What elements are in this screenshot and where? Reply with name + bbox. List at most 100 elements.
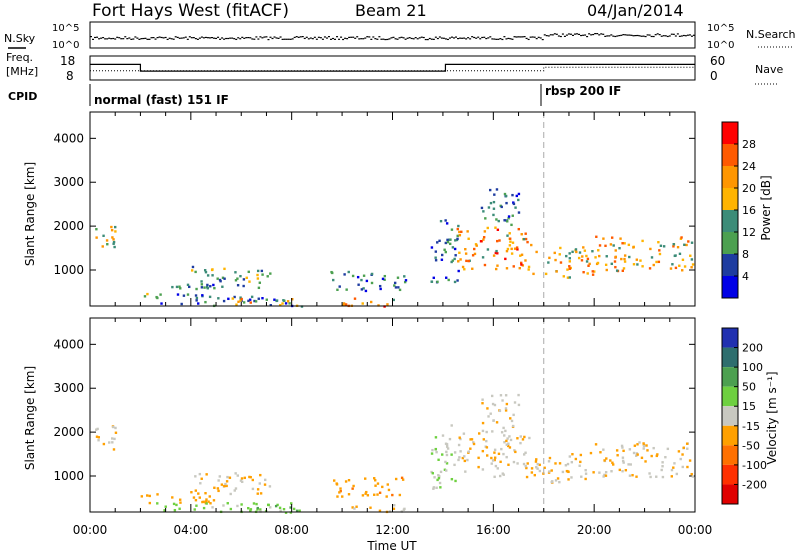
scatter-cell bbox=[209, 285, 212, 288]
scatter-cell bbox=[457, 269, 460, 273]
nsky-sample bbox=[265, 36, 268, 38]
scatter-cell bbox=[571, 250, 574, 254]
scatter-cell bbox=[156, 502, 159, 505]
scatter-cell bbox=[347, 493, 351, 496]
scatter-cell bbox=[451, 259, 455, 262]
scatter-cell bbox=[517, 403, 521, 407]
nave-line bbox=[90, 66, 695, 72]
scatter-cell bbox=[524, 237, 528, 241]
nsky-sample bbox=[440, 37, 443, 39]
scatter-cell bbox=[338, 285, 341, 288]
nsky-sample bbox=[323, 36, 326, 38]
scatter-cell bbox=[469, 438, 472, 441]
nsky-sample bbox=[321, 38, 324, 40]
scatter-cell bbox=[470, 438, 474, 441]
scatter-cell bbox=[517, 393, 520, 397]
scatter-cell bbox=[467, 259, 470, 263]
nsky-sample bbox=[152, 37, 155, 39]
scatter-cell bbox=[609, 459, 612, 462]
nsky-sample bbox=[503, 36, 506, 38]
nsky-sample bbox=[444, 38, 447, 40]
nsky-sample bbox=[596, 33, 599, 35]
nsky-sample bbox=[434, 36, 437, 38]
nsky-sample bbox=[301, 36, 304, 38]
scatter-cell bbox=[291, 298, 294, 301]
scatter-cell bbox=[499, 460, 502, 464]
scatter-cell bbox=[112, 238, 115, 241]
scatter-cell bbox=[398, 493, 402, 497]
scatter-cell bbox=[369, 506, 372, 509]
nsky-sample bbox=[668, 35, 671, 37]
scatter-cell bbox=[290, 502, 293, 505]
nsky-sample bbox=[184, 36, 187, 38]
scatter-cell bbox=[194, 294, 198, 297]
scatter-cell bbox=[234, 472, 237, 475]
nsky-sample bbox=[259, 36, 262, 38]
scatter-cell bbox=[188, 285, 191, 289]
scatter-cell bbox=[641, 265, 644, 268]
scatter-cell bbox=[453, 280, 457, 284]
scatter-cell bbox=[330, 270, 333, 274]
nsky-sample bbox=[319, 37, 322, 39]
nsky-sample bbox=[618, 34, 621, 37]
nsky-sample bbox=[233, 38, 236, 40]
nsky-sample bbox=[410, 37, 413, 40]
nsky-sample bbox=[243, 37, 246, 39]
scatter-cell bbox=[614, 249, 617, 252]
nsky-sample bbox=[638, 35, 641, 37]
scatter-cell bbox=[209, 502, 212, 505]
velocity-frame bbox=[89, 317, 696, 513]
colorbar-segment bbox=[722, 464, 738, 485]
scatter-cell bbox=[268, 485, 272, 488]
nsky-sample bbox=[442, 37, 445, 39]
scatter-cell bbox=[95, 227, 98, 231]
scatter-cell bbox=[487, 415, 490, 418]
nsky-sample bbox=[132, 38, 135, 40]
scatter-cell bbox=[591, 273, 595, 276]
scatter-cell bbox=[203, 269, 207, 272]
colorbar-segment bbox=[722, 276, 738, 298]
scatter-cell bbox=[256, 273, 259, 277]
scatter-cell bbox=[365, 279, 369, 283]
nsky-sample bbox=[529, 36, 532, 38]
scatter-cell bbox=[635, 258, 639, 261]
nsky-sample bbox=[670, 33, 673, 35]
nsky-sample bbox=[178, 37, 181, 39]
nsky-sample bbox=[394, 38, 397, 40]
scatter-cell bbox=[212, 499, 216, 502]
scatter-cell bbox=[342, 303, 345, 307]
scatter-cell bbox=[217, 479, 220, 482]
scatter-cell bbox=[249, 301, 252, 304]
scatter-cell bbox=[194, 475, 197, 478]
nsky-sample bbox=[551, 34, 554, 36]
scatter-cell bbox=[621, 242, 624, 245]
scatter-cell bbox=[381, 485, 384, 489]
scatter-cell bbox=[548, 256, 551, 260]
scatter-cell bbox=[577, 256, 581, 260]
scatter-cell bbox=[534, 460, 538, 463]
scatter-cell bbox=[234, 487, 238, 490]
scatter-cell bbox=[526, 240, 529, 244]
velocity-scatter bbox=[95, 393, 695, 514]
scatter-cell bbox=[200, 280, 203, 283]
scatter-cell bbox=[681, 453, 684, 456]
scatter-cell bbox=[282, 507, 286, 511]
nsky-sample bbox=[414, 37, 417, 39]
scatter-cell bbox=[579, 460, 582, 464]
scatter-cell bbox=[595, 235, 598, 238]
nsky-sample bbox=[428, 37, 431, 40]
nsky-frame bbox=[89, 21, 696, 49]
nsky-sample bbox=[279, 36, 282, 38]
scatter-cell bbox=[574, 248, 578, 251]
nsky-sample bbox=[602, 33, 605, 35]
nsky-sample bbox=[348, 36, 351, 38]
nsky-sample bbox=[509, 38, 512, 40]
nsky-sample bbox=[130, 38, 133, 40]
velocity-cbar-label: Velocity [m s⁻¹] bbox=[765, 371, 779, 464]
scatter-cell bbox=[450, 477, 454, 481]
nsky-sample bbox=[676, 33, 679, 35]
nsky-sample bbox=[346, 38, 349, 40]
nsky-sample bbox=[325, 37, 328, 39]
scatter-cell bbox=[578, 251, 582, 254]
scatter-cell bbox=[604, 474, 608, 477]
